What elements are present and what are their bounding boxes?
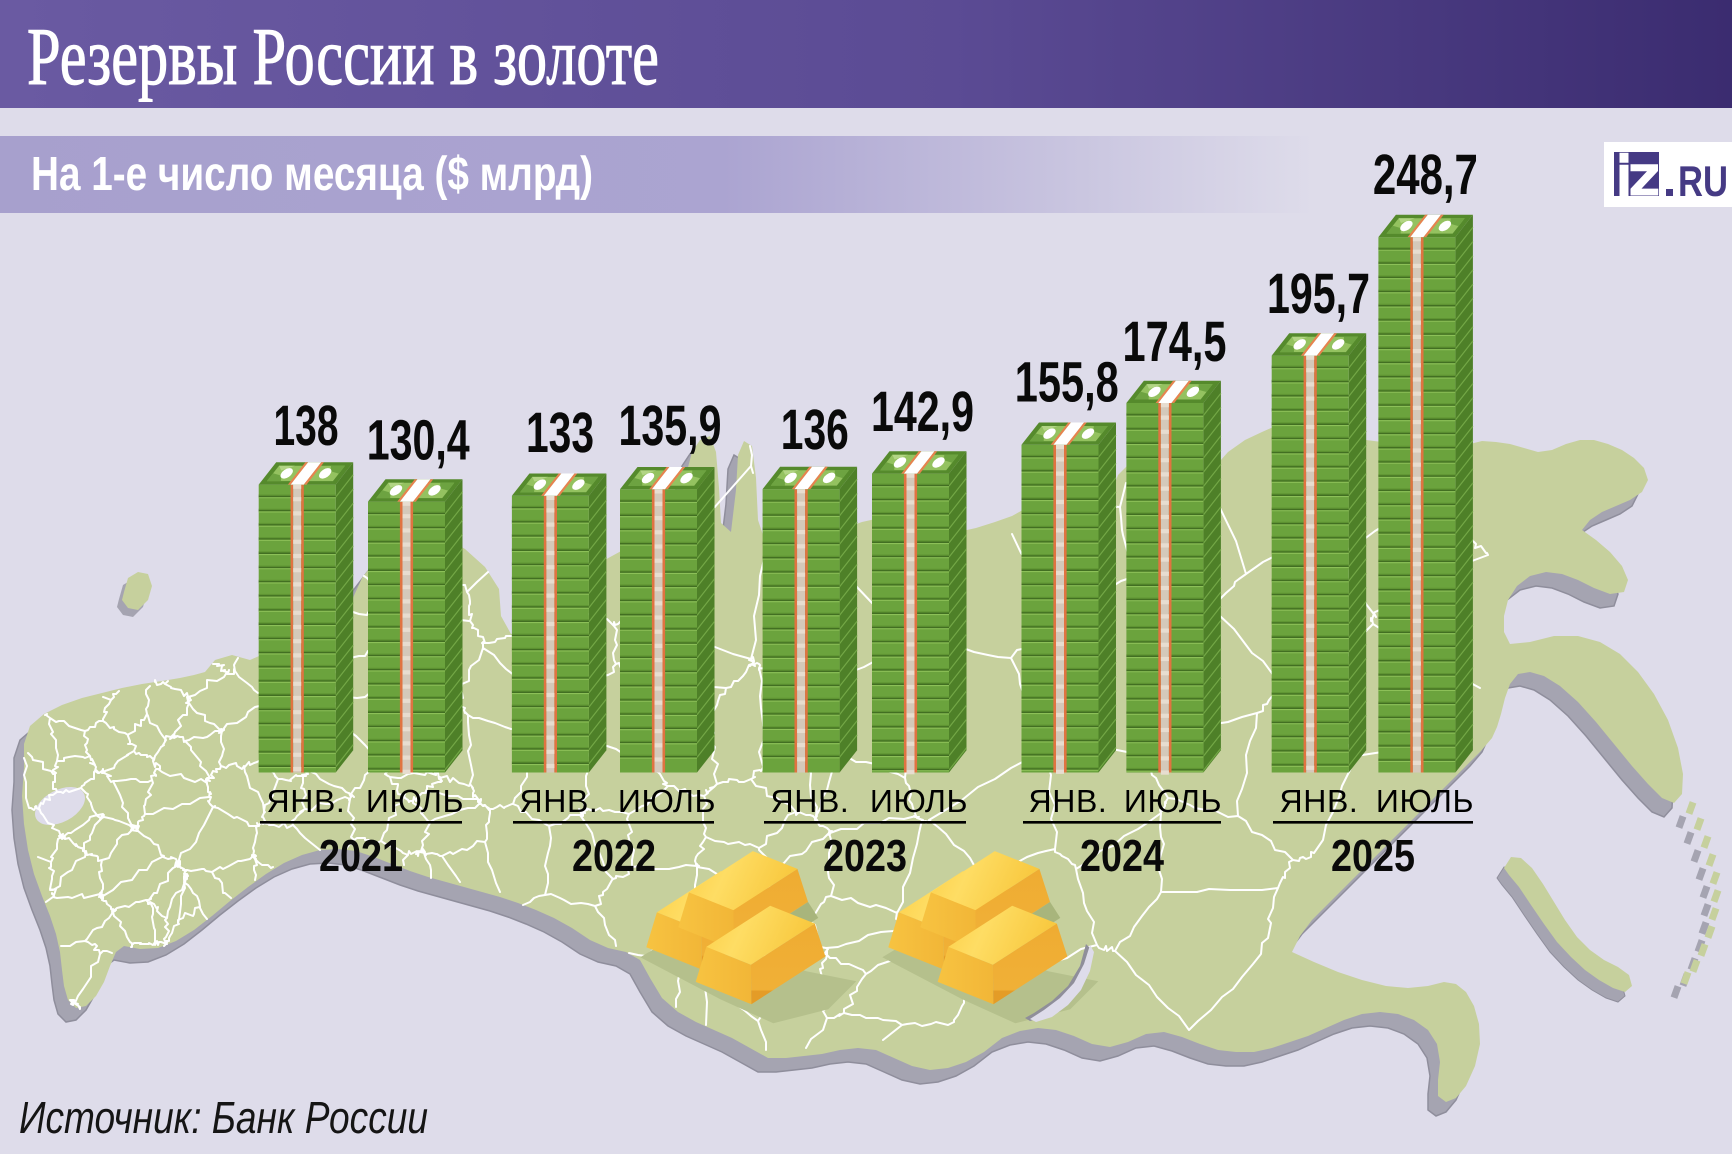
- svg-text:248,7: 248,7: [1373, 143, 1478, 207]
- svg-text:ИЮЛЬ: ИЮЛЬ: [1124, 783, 1222, 819]
- svg-text:138: 138: [274, 394, 339, 458]
- svg-text:ЯНВ.: ЯНВ.: [520, 783, 599, 819]
- svg-text:135,9: 135,9: [619, 394, 722, 458]
- svg-text:2023: 2023: [823, 830, 907, 881]
- svg-text:ЯНВ.: ЯНВ.: [1029, 783, 1108, 819]
- svg-text:Источник: Банк России: Источник: Банк России: [19, 1092, 428, 1143]
- svg-text:133: 133: [526, 401, 594, 465]
- svg-text:136: 136: [781, 398, 849, 462]
- svg-text:ИЮЛЬ: ИЮЛЬ: [618, 783, 716, 819]
- svg-text:195,7: 195,7: [1267, 262, 1370, 326]
- svg-text:ЯНВ.: ЯНВ.: [267, 783, 346, 819]
- svg-text:142,9: 142,9: [871, 380, 974, 444]
- svg-text:ИЮЛЬ: ИЮЛЬ: [870, 783, 968, 819]
- svg-text:RU: RU: [1678, 158, 1728, 206]
- svg-text:ЯНВ.: ЯНВ.: [771, 783, 850, 819]
- svg-text:Резервы России в золоте: Резервы России в золоте: [27, 11, 659, 102]
- svg-text:ИЮЛЬ: ИЮЛЬ: [366, 783, 464, 819]
- svg-text:ЯНВ.: ЯНВ.: [1280, 783, 1359, 819]
- svg-text:2025: 2025: [1331, 830, 1415, 881]
- svg-text:На 1-е число месяца ($ млрд): На 1-е число месяца ($ млрд): [31, 148, 593, 201]
- svg-text:ИЮЛЬ: ИЮЛЬ: [1376, 783, 1474, 819]
- svg-text:2021: 2021: [319, 830, 403, 881]
- svg-text:130,4: 130,4: [367, 408, 470, 472]
- svg-text:174,5: 174,5: [1123, 310, 1227, 374]
- svg-text:155,8: 155,8: [1015, 351, 1119, 415]
- svg-text:2024: 2024: [1080, 830, 1164, 881]
- svg-text:2022: 2022: [572, 830, 656, 881]
